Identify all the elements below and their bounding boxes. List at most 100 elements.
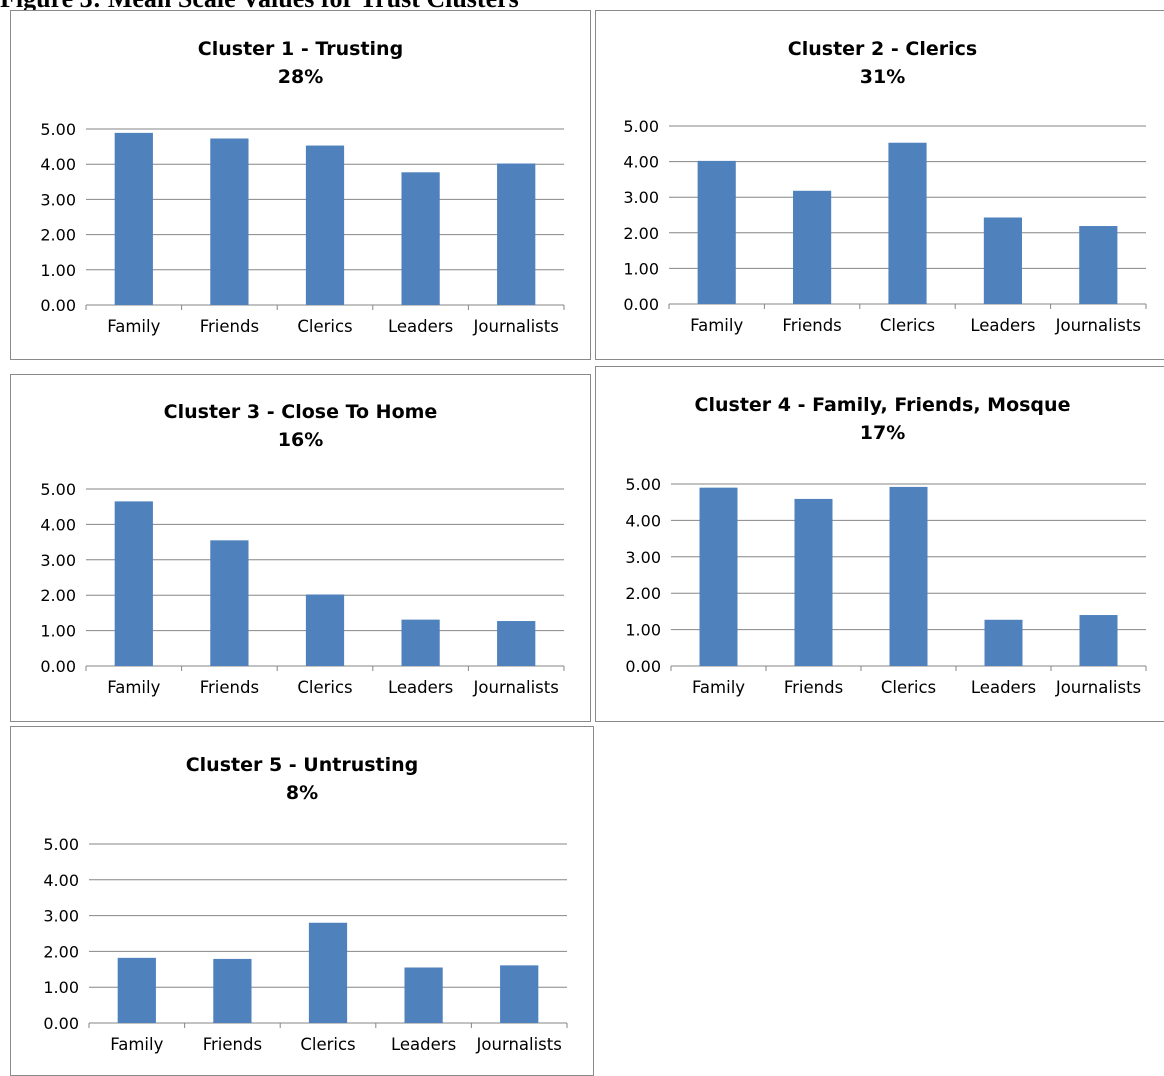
x-tick-label: Friends (203, 1035, 262, 1054)
x-tick-label: Friends (200, 317, 259, 336)
chart-subtitle: 8% (286, 782, 318, 804)
x-tick-label: Journalists (1055, 316, 1141, 335)
bar-friends (210, 138, 249, 305)
x-tick-label: Clerics (880, 316, 935, 335)
chart-cluster-4: Cluster 4 - Family, Friends, Mosque 17% 0.… (595, 366, 1164, 722)
chart-subtitle: 17% (860, 422, 905, 444)
bar-friends (793, 190, 832, 304)
y-tick-label: 2.00 (43, 942, 79, 961)
chart-title: Cluster 3 - Close To Home (164, 401, 438, 423)
y-tick-label: 4.00 (43, 871, 79, 890)
y-tick-label: 0.00 (623, 295, 659, 314)
chart-title: Cluster 2 - Clerics (788, 38, 977, 60)
bar-clerics (889, 486, 928, 666)
y-tick-label: 4.00 (623, 153, 659, 172)
bar-family (697, 160, 736, 304)
y-tick-label: 1.00 (40, 622, 76, 641)
x-tick-label: Clerics (300, 1035, 355, 1054)
chart-svg: Cluster 4 - Family, Friends, Mosque 17% 0.… (625, 394, 1147, 697)
y-tick-label: 2.00 (623, 224, 659, 243)
y-tick-label: 1.00 (625, 621, 661, 640)
chart-cluster-3: Cluster 3 - Close To Home 16% 0.00 1.00 2.00… (10, 374, 591, 722)
x-tick-label: Journalists (476, 1035, 562, 1054)
chart-cluster-2: Cluster 2 - Clerics 31% 0.00 1.00 2.00 3.00 4.… (595, 10, 1164, 360)
chart-svg: Cluster 2 - Clerics 31% 0.00 1.00 2.00 3.00 4.… (623, 38, 1147, 335)
y-tick-label: 3.00 (625, 548, 661, 567)
y-tick-label: 5.00 (623, 117, 659, 136)
x-tick-label: Family (107, 678, 160, 697)
chart-subtitle: 31% (860, 66, 905, 88)
bar-leaders (983, 217, 1022, 304)
y-tick-label: 3.00 (43, 907, 79, 926)
y-tick-label: 3.00 (40, 551, 76, 570)
x-tick-label: Friends (782, 316, 841, 335)
chart-title: Cluster 4 - Family, Friends, Mosque (695, 394, 1071, 416)
y-tick-label: 0.00 (40, 657, 76, 676)
chart-title: Cluster 1 - Trusting (198, 38, 403, 60)
x-tick-label: Family (107, 317, 160, 336)
bar-journalists (500, 965, 539, 1023)
x-tick-label: Family (692, 678, 745, 697)
y-tick-label: 2.00 (625, 584, 661, 603)
x-tick-label: Leaders (391, 1035, 456, 1054)
x-tick-label: Friends (784, 678, 843, 697)
y-tick-label: 5.00 (40, 120, 76, 139)
chart-cluster-5: Cluster 5 - Untrusting 8% 0.00 1.00 2.00 3.00… (10, 726, 594, 1076)
bar-clerics (305, 594, 345, 666)
bar-family (699, 487, 738, 666)
bar-leaders (404, 967, 443, 1023)
bar-family (117, 957, 156, 1023)
x-tick-label: Journalists (473, 317, 559, 336)
chart-svg: Cluster 1 - Trusting 28% 0.00 1.00 2.00 3.00 4… (40, 38, 565, 336)
bar-clerics (305, 145, 345, 305)
bar-journalists (1079, 615, 1118, 666)
bar-friends (213, 958, 252, 1023)
bar-friends (794, 498, 833, 666)
x-tick-label: Leaders (388, 317, 453, 336)
y-tick-label: 5.00 (40, 480, 76, 499)
x-tick-label: Journalists (473, 678, 559, 697)
x-tick-label: Family (690, 316, 743, 335)
y-tick-label: 1.00 (623, 259, 659, 278)
figure-title: Figure 3: Mean Scale Values for Trust Cl… (0, 0, 519, 14)
y-tick-label: 1.00 (43, 978, 79, 997)
x-tick-label: Clerics (297, 317, 352, 336)
x-tick-label: Journalists (1055, 678, 1141, 697)
bar-friends (210, 540, 249, 666)
x-tick-label: Leaders (971, 678, 1036, 697)
y-tick-label: 2.00 (40, 586, 76, 605)
bar-clerics (308, 922, 348, 1023)
chart-subtitle: 28% (278, 66, 323, 88)
y-tick-label: 1.00 (40, 261, 76, 280)
bar-journalists (1079, 226, 1118, 304)
y-tick-label: 4.00 (625, 511, 661, 530)
x-tick-label: Friends (200, 678, 259, 697)
chart-svg: Cluster 3 - Close To Home 16% 0.00 1.00 2.00… (40, 401, 565, 697)
x-tick-label: Leaders (388, 678, 453, 697)
y-tick-label: 4.00 (40, 515, 76, 534)
x-tick-label: Clerics (297, 678, 352, 697)
x-tick-label: Family (110, 1035, 163, 1054)
y-tick-label: 0.00 (40, 296, 76, 315)
y-tick-label: 3.00 (623, 188, 659, 207)
bar-journalists (497, 163, 536, 305)
y-tick-label: 5.00 (43, 835, 79, 854)
bar-clerics (888, 142, 927, 304)
y-tick-label: 3.00 (40, 190, 76, 209)
chart-cluster-1: Cluster 1 - Trusting 28% 0.00 1.00 2.00 3.00 4… (10, 10, 591, 360)
bar-leaders (401, 172, 440, 305)
y-tick-label: 0.00 (43, 1014, 79, 1033)
chart-svg: Cluster 5 - Untrusting 8% 0.00 1.00 2.00 3.00… (43, 754, 568, 1054)
bar-leaders (401, 619, 440, 666)
y-tick-label: 4.00 (40, 155, 76, 174)
y-tick-label: 2.00 (40, 226, 76, 245)
chart-title: Cluster 5 - Untrusting (186, 754, 419, 776)
bar-family (114, 132, 153, 305)
bar-leaders (984, 619, 1023, 666)
y-tick-label: 5.00 (625, 475, 661, 494)
x-tick-label: Leaders (970, 316, 1035, 335)
x-tick-label: Clerics (881, 678, 936, 697)
y-tick-label: 0.00 (625, 657, 661, 676)
chart-subtitle: 16% (278, 429, 323, 451)
bar-journalists (497, 621, 536, 666)
